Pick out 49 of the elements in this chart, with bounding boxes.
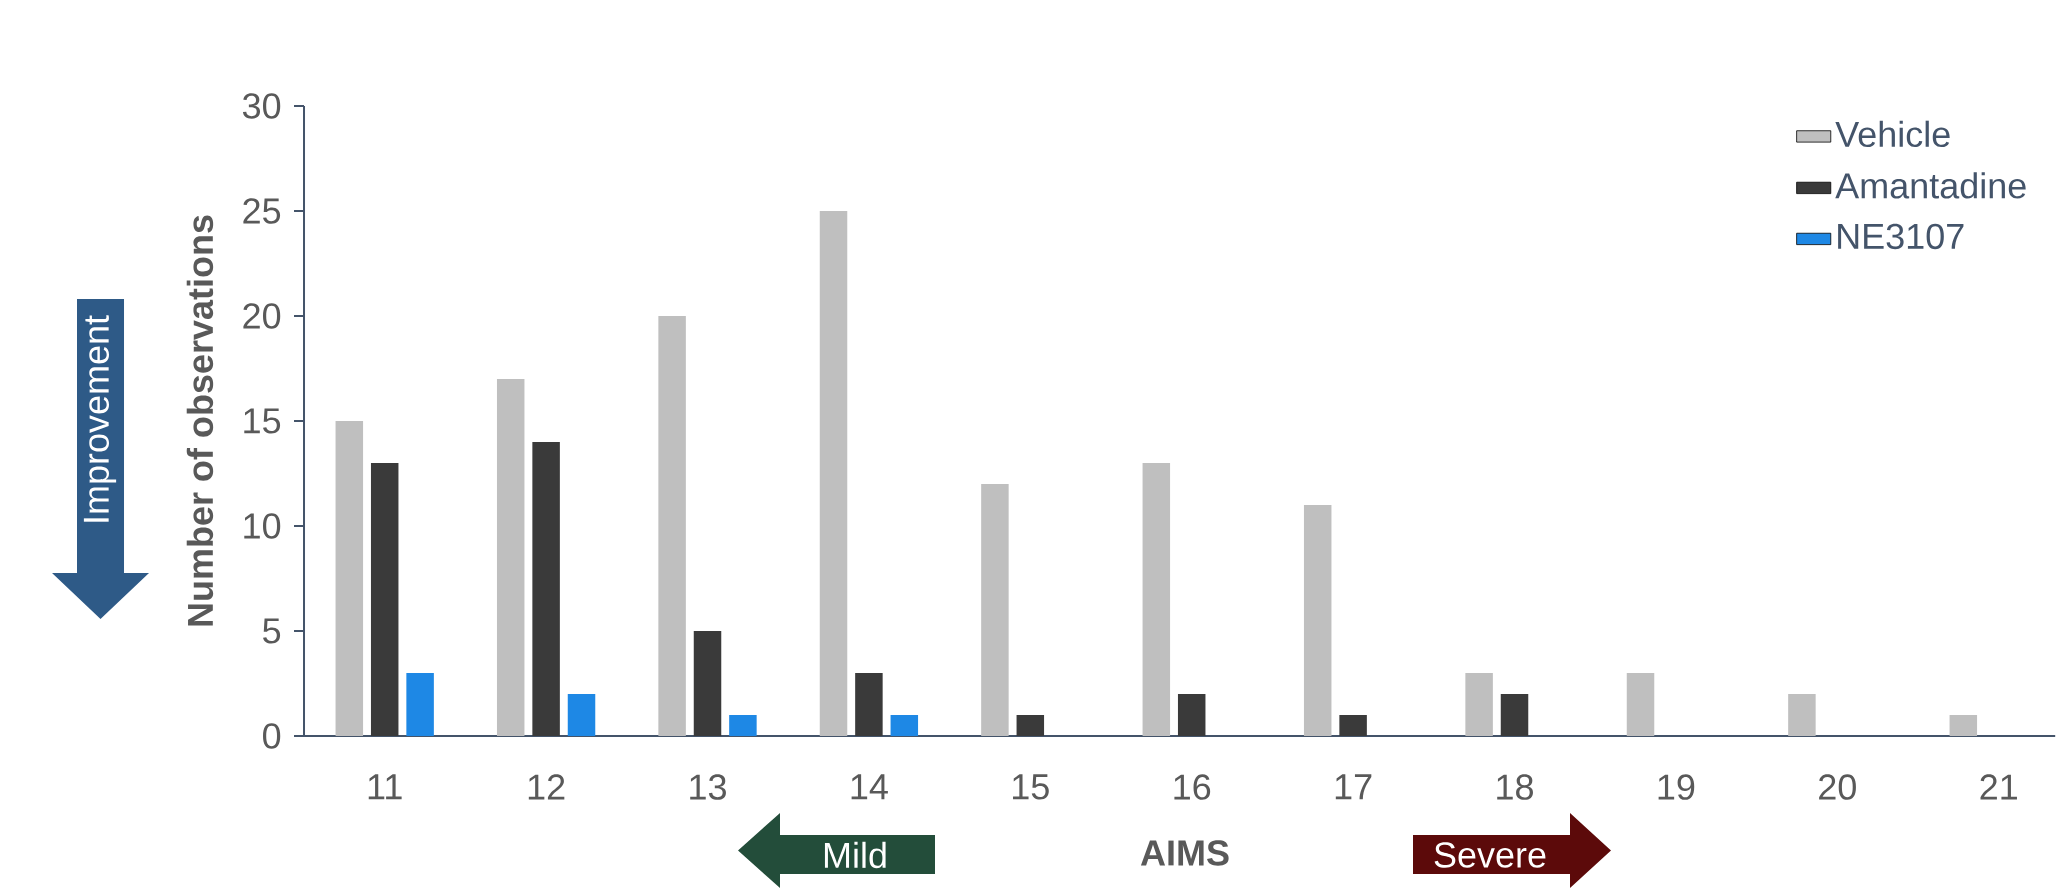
y-tick-label: 5 [263,618,281,644]
bar [819,210,848,736]
x-tick-label: 18 [1497,774,1533,800]
x-tick-label: 16 [1174,774,1211,800]
y-tick-label: 10 [244,513,281,539]
bar [890,714,919,736]
bar [1500,693,1529,736]
bar [1626,672,1655,736]
x-tick-label: 15 [1013,774,1049,800]
text: Improvement [83,315,117,522]
bar [496,378,525,736]
y-tick-label: 25 [243,198,281,224]
legend-label: Amantadine [1835,172,2026,199]
x-tick-label: 12 [528,774,565,800]
x-tick-label: 20 [1819,774,1856,800]
x-tick-label: 19 [1658,774,1695,800]
text: Mild [824,841,886,869]
text: Severe [1434,842,1546,868]
bar [406,672,434,736]
bar [658,315,686,736]
bar [1016,714,1045,736]
bar [335,420,364,736]
bar [1303,504,1332,736]
y-tick-label: 30 [242,93,281,119]
y-axis-title: Number of observations [186,215,214,626]
bar [1177,693,1206,736]
bar [693,630,722,736]
bar [1465,672,1493,736]
y-tick-label: 20 [243,303,281,329]
legend-label: Vehicle [1835,120,1950,148]
bar [729,714,757,736]
legend-label: NE3107 [1838,223,1964,250]
x-tick-label: 13 [690,774,726,800]
bar [1339,714,1367,736]
x-tick-label: 11 [368,774,402,800]
x-tick-label: 17 [1335,774,1372,800]
x-tick-label: 21 [1980,774,2017,800]
x-axis-title: AIMS [1140,840,1229,866]
bar [855,672,883,736]
bar [981,483,1009,736]
bar [1949,714,1978,736]
x-tick-label: 14 [851,774,888,800]
bar [1142,462,1171,736]
y-tick-label: 15 [244,408,281,434]
bar [370,462,399,736]
y-tick-label: 0 [263,723,281,749]
bar [532,441,560,736]
bar [1788,693,1816,736]
bar [567,693,596,736]
